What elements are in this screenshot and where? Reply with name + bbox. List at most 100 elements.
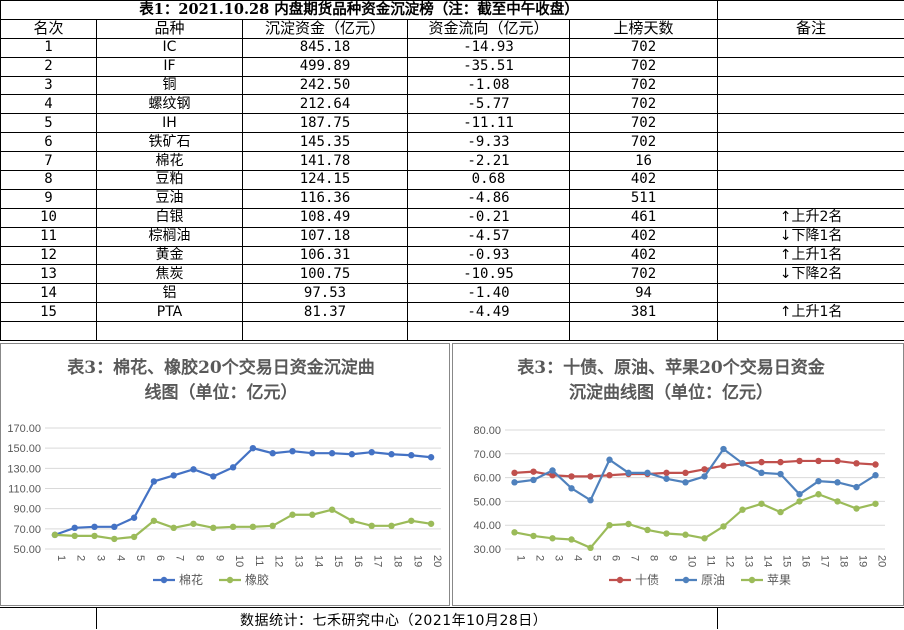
data-point <box>587 545 593 551</box>
flow-cell: -10.95 <box>408 265 570 284</box>
name-cell: PTA <box>97 303 243 322</box>
data-point <box>549 535 555 541</box>
capital-cell: 107.18 <box>243 227 408 246</box>
name-cell: IF <box>97 57 243 76</box>
data-point <box>663 476 669 482</box>
chart-title-line: 沉淀曲线图（单位：亿元） <box>569 382 773 403</box>
rank-cell: 1 <box>1 38 97 57</box>
x-tick-label: 20 <box>431 555 443 567</box>
data-point <box>758 459 764 465</box>
header-capital: 沉淀资金（亿元） <box>243 19 408 38</box>
data-point <box>131 534 137 540</box>
cotton-rubber-chart-svg: 表3：棉花、橡胶20个交易日资金沉淀曲线图（单位：亿元）50.0070.0090… <box>1 344 451 607</box>
rank-cell: 10 <box>1 208 97 227</box>
name-cell: 铝 <box>97 284 243 303</box>
empty-cell <box>1 322 97 341</box>
data-point <box>625 521 631 527</box>
data-point <box>815 478 821 484</box>
data-point <box>329 450 335 456</box>
name-cell: 豆粕 <box>97 171 243 190</box>
data-point <box>289 448 295 454</box>
name-cell: 铜 <box>97 76 243 95</box>
chart-title-line: 线图（单位：亿元） <box>145 382 298 403</box>
x-tick-label: 1 <box>515 555 527 561</box>
data-point <box>270 523 276 529</box>
x-tick-label: 4 <box>572 555 584 561</box>
data-point <box>52 532 58 538</box>
empty-cell <box>97 322 243 341</box>
data-point <box>796 491 802 497</box>
data-point <box>131 515 137 521</box>
x-tick-label: 8 <box>648 555 660 561</box>
data-point <box>606 472 612 478</box>
x-tick-label: 9 <box>213 555 225 561</box>
data-point <box>549 467 555 473</box>
data-point <box>511 479 517 485</box>
data-point <box>796 498 802 504</box>
y-tick-label: 70.00 <box>13 524 41 536</box>
data-point <box>872 461 878 467</box>
note-cell <box>718 95 904 114</box>
rank-cell: 15 <box>1 303 97 322</box>
days-cell: 702 <box>570 76 718 95</box>
capital-cell: 124.15 <box>243 171 408 190</box>
data-point <box>758 470 764 476</box>
data-point <box>210 525 216 531</box>
x-tick-label: 18 <box>838 555 850 567</box>
data-point <box>625 470 631 476</box>
header-rank: 名次 <box>1 19 97 38</box>
capital-cell: 845.18 <box>243 38 408 57</box>
note-cell <box>718 114 904 133</box>
rank-cell: 9 <box>1 189 97 208</box>
data-point <box>568 485 574 491</box>
note-cell <box>718 171 904 190</box>
capital-cell: 97.53 <box>243 284 408 303</box>
header-note: 备注 <box>718 19 904 38</box>
data-point <box>606 522 612 528</box>
data-point <box>408 518 414 524</box>
x-tick-label: 19 <box>857 555 869 567</box>
data-point <box>210 473 216 479</box>
days-cell: 702 <box>570 57 718 76</box>
x-tick-label: 6 <box>610 555 622 561</box>
data-point <box>853 460 859 466</box>
series-line-棉花 <box>55 448 431 535</box>
table-row-empty <box>1 322 904 341</box>
rank-cell: 12 <box>1 246 97 265</box>
capital-cell: 141.78 <box>243 152 408 171</box>
flow-cell: -5.77 <box>408 95 570 114</box>
x-tick-label: 10 <box>686 555 698 567</box>
capital-cell: 187.75 <box>243 114 408 133</box>
flow-cell: -2.21 <box>408 152 570 171</box>
days-cell: 702 <box>570 265 718 284</box>
data-point <box>682 532 688 538</box>
rank-cell: 14 <box>1 284 97 303</box>
data-point <box>369 523 375 529</box>
flow-cell: -0.21 <box>408 208 570 227</box>
data-point <box>151 518 157 524</box>
bond-oil-apple-chart-svg: 表3：十债、原油、苹果20个交易日资金沉淀曲线图（单位：亿元）30.0040.0… <box>453 344 904 607</box>
note-cell: ↑上升1名 <box>718 303 904 322</box>
y-tick-label: 130.00 <box>7 463 41 475</box>
capital-cell: 116.36 <box>243 189 408 208</box>
capital-cell: 499.89 <box>243 57 408 76</box>
note-cell <box>718 76 904 95</box>
days-cell: 702 <box>570 38 718 57</box>
title-empty-cell <box>718 1 904 20</box>
data-point <box>388 523 394 529</box>
header-flow: 资金流向（亿元） <box>408 19 570 38</box>
table-title: 表1：2021.10.28 内盘期货品种资金沉淀榜（注：截至中午收盘） <box>1 1 718 20</box>
data-point <box>428 521 434 527</box>
days-cell: 702 <box>570 133 718 152</box>
y-tick-label: 30.00 <box>473 544 501 556</box>
data-point <box>606 457 612 463</box>
data-point <box>72 525 78 531</box>
legend-marker <box>749 577 755 583</box>
note-cell <box>718 57 904 76</box>
data-point <box>289 512 295 518</box>
rank-cell: 6 <box>1 133 97 152</box>
